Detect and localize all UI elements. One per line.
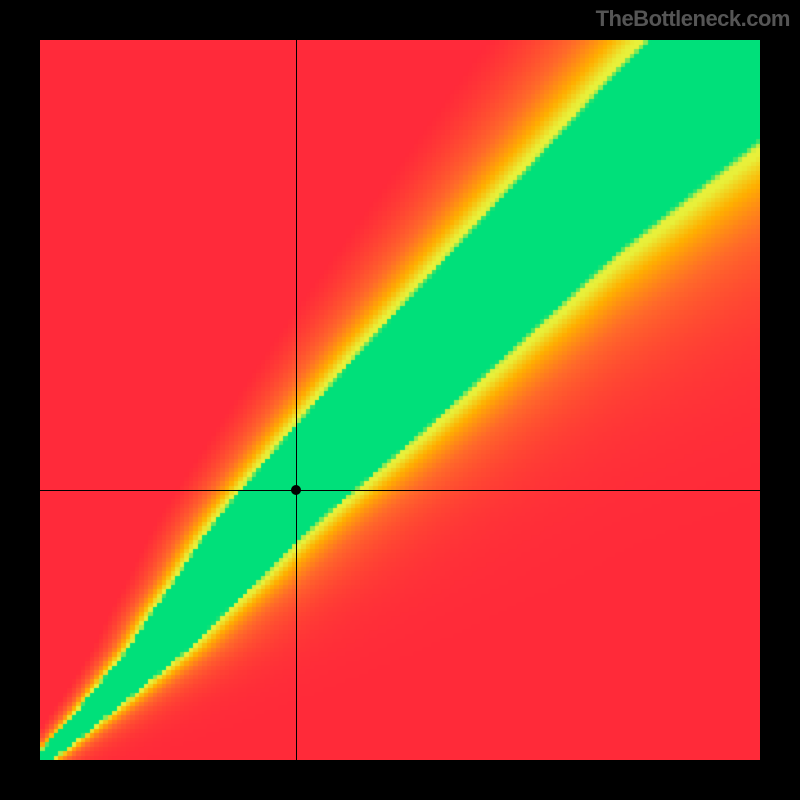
chart-container: TheBottleneck.com: [0, 0, 800, 800]
crosshair-horizontal: [40, 490, 760, 491]
crosshair-marker: [291, 485, 301, 495]
heatmap-canvas: [40, 40, 760, 760]
crosshair-vertical: [296, 40, 297, 760]
watermark-text: TheBottleneck.com: [596, 6, 790, 32]
plot-area: [40, 40, 760, 760]
